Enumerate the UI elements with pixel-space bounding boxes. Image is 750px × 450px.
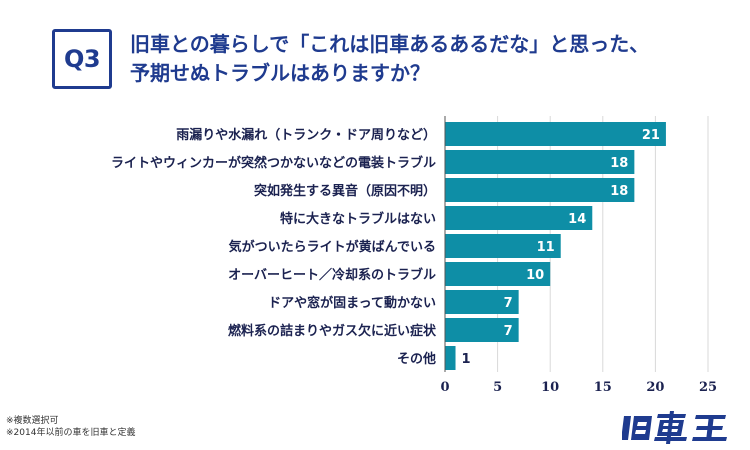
footnote-2: ※2014年以前の車を旧車と定義	[6, 428, 136, 438]
bar	[445, 150, 635, 174]
category-label: ライトやウィンカーが突然つかないなどの電装トラブル	[111, 155, 436, 171]
x-tick-label: 10	[541, 380, 559, 395]
data-label: 1	[462, 352, 471, 367]
data-label: 7	[504, 324, 513, 339]
bar	[445, 206, 593, 230]
bar	[445, 122, 666, 146]
x-tick-label: 0	[440, 380, 449, 395]
category-label: ドアや窓が固まって動かない	[268, 295, 436, 311]
x-tick-label: 5	[493, 380, 502, 395]
category-label: 突如発生する異音（原因不明）	[254, 183, 436, 199]
data-label: 14	[568, 212, 586, 227]
x-tick-label: 20	[646, 380, 664, 395]
bar	[445, 234, 561, 258]
x-tick-label: 15	[594, 380, 612, 395]
data-label: 7	[504, 296, 513, 311]
data-label: 18	[610, 156, 628, 171]
category-label: 燃料系の詰まりやガス欠に近い症状	[228, 323, 437, 339]
brand-logo-mark	[621, 411, 727, 444]
data-label: 11	[537, 240, 555, 255]
title-line-2: 予期せぬトラブルはありますか？	[130, 61, 430, 85]
footnotes: ※複数選択可 ※2014年以前の車を旧車と定義	[6, 415, 135, 439]
category-label: 雨漏りや水漏れ（トランク・ドア周りなど）	[176, 127, 436, 143]
category-label: オーバーヒート／冷却系のトラブル	[228, 267, 436, 283]
bar	[445, 290, 519, 314]
title-line-1: 旧車との暮らしで「これは旧車あるあるだな」と思った、	[130, 32, 650, 56]
brand-logo	[621, 410, 738, 444]
x-tick-label: 25	[699, 380, 717, 395]
category-label: その他	[397, 351, 436, 367]
data-label: 18	[610, 184, 628, 199]
page-title: 旧車との暮らしで「これは旧車あるあるだな」と思った、 予期せぬトラブルはあります…	[130, 30, 740, 88]
bar	[445, 178, 635, 202]
question-badge-label: Q3	[63, 45, 101, 73]
category-label: 特に大きなトラブルはない	[280, 211, 436, 227]
bar	[445, 318, 519, 342]
bar	[445, 346, 456, 370]
data-label: 21	[642, 128, 660, 143]
data-label: 10	[526, 268, 544, 283]
question-badge: Q3	[52, 29, 112, 89]
category-label: 気がついたらライトが黄ばんでいる	[229, 239, 436, 255]
bar	[445, 262, 551, 286]
footnote-1: ※複数選択可	[6, 416, 59, 426]
